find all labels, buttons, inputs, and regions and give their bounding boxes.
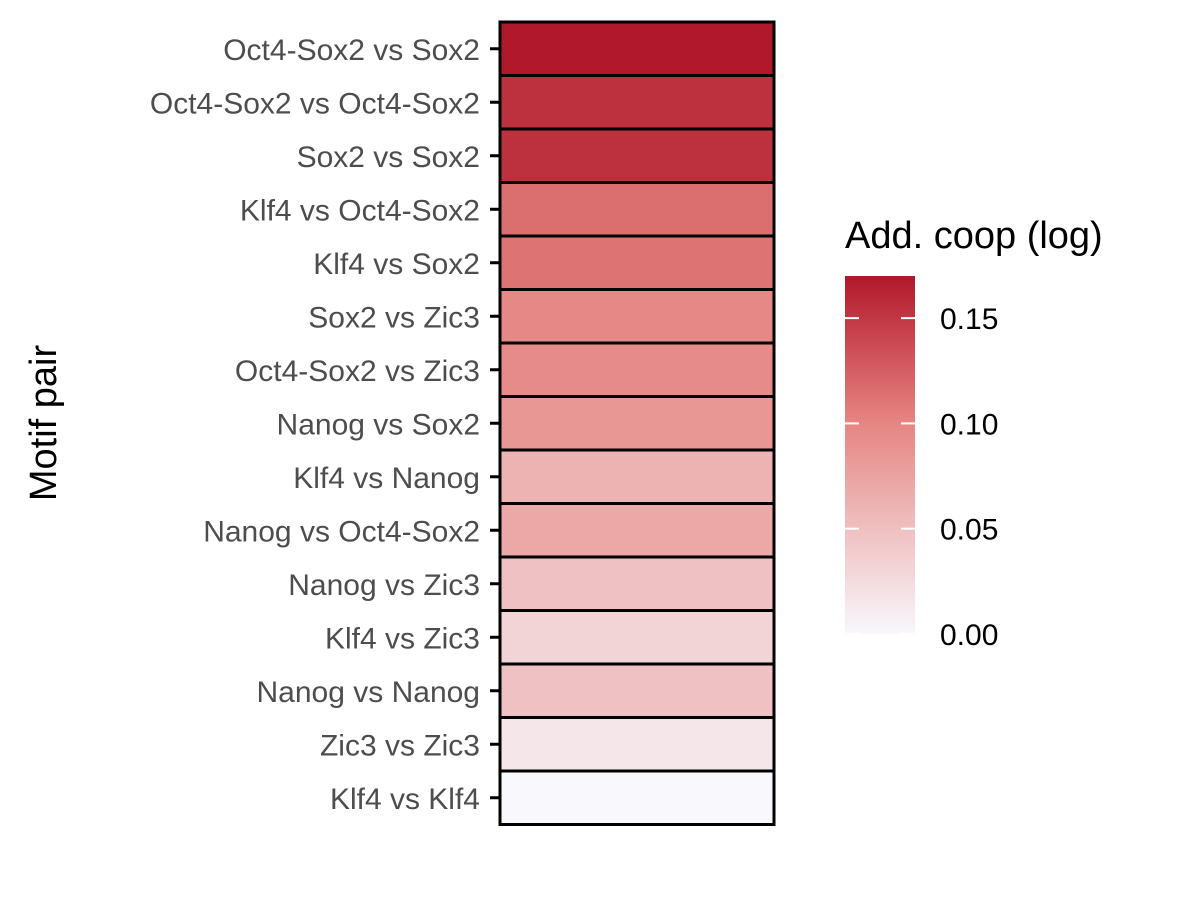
color-legend: Add. coop (log) 0.15 0.10 0.05 0.00	[845, 215, 1103, 652]
heatmap-tile	[498, 288, 776, 345]
y-tick-label: Klf4 vs Oct4-Sox2	[240, 194, 480, 227]
y-tick-label: Oct4-Sox2 vs Sox2	[223, 34, 480, 67]
legend-tick-label: 0.05	[940, 514, 998, 547]
legend-tick-label: 0.10	[940, 408, 998, 441]
heatmap-tile	[498, 555, 776, 612]
heatmap-tile	[498, 341, 776, 398]
y-tick-label: Oct4-Sox2 vs Zic3	[235, 355, 480, 388]
heatmap-tile	[498, 716, 776, 773]
legend-ticks: 0.15 0.10 0.05 0.00	[845, 303, 998, 652]
y-tick-label: Zic3 vs Zic3	[320, 729, 480, 762]
heatmap-tile	[498, 662, 776, 719]
heatmap-tile	[498, 181, 776, 238]
heatmap-tile	[498, 502, 776, 559]
heatmap-tile	[498, 769, 776, 826]
heatmap-tile	[498, 234, 776, 291]
y-tick-label: Klf4 vs Klf4	[330, 783, 480, 816]
heatmap-tile	[498, 20, 776, 77]
heatmap-tiles	[498, 20, 776, 826]
legend-title: Add. coop (log)	[845, 215, 1103, 257]
heatmap-tile	[498, 395, 776, 452]
heatmap-tile	[498, 448, 776, 505]
heatmap-tile	[498, 609, 776, 666]
legend-tick-label: 0.00	[940, 619, 998, 652]
legend-tick-label: 0.15	[940, 303, 998, 336]
y-tick-label: Nanog vs Zic3	[288, 569, 480, 602]
y-axis	[490, 22, 502, 825]
y-tick-labels: Oct4-Sox2 vs Sox2 Oct4-Sox2 vs Oct4-Sox2 S…	[150, 34, 480, 816]
y-tick-label: Nanog vs Nanog	[257, 676, 480, 709]
y-tick-label: Klf4 vs Sox2	[313, 248, 480, 281]
y-axis-title: Motif pair	[23, 345, 65, 502]
y-tick-label: Nanog vs Sox2	[277, 408, 480, 441]
heatmap-tile	[498, 74, 776, 131]
legend-colorbar	[845, 276, 915, 634]
y-tick-label: Klf4 vs Zic3	[325, 622, 480, 655]
y-tick-label: Sox2 vs Zic3	[308, 301, 480, 334]
y-tick-label: Nanog vs Oct4-Sox2	[203, 515, 480, 548]
y-tick-label: Klf4 vs Nanog	[293, 462, 480, 495]
y-tick-label: Sox2 vs Sox2	[297, 141, 480, 174]
y-tick-label: Oct4-Sox2 vs Oct4-Sox2	[150, 87, 480, 120]
heatmap-tile	[498, 127, 776, 184]
